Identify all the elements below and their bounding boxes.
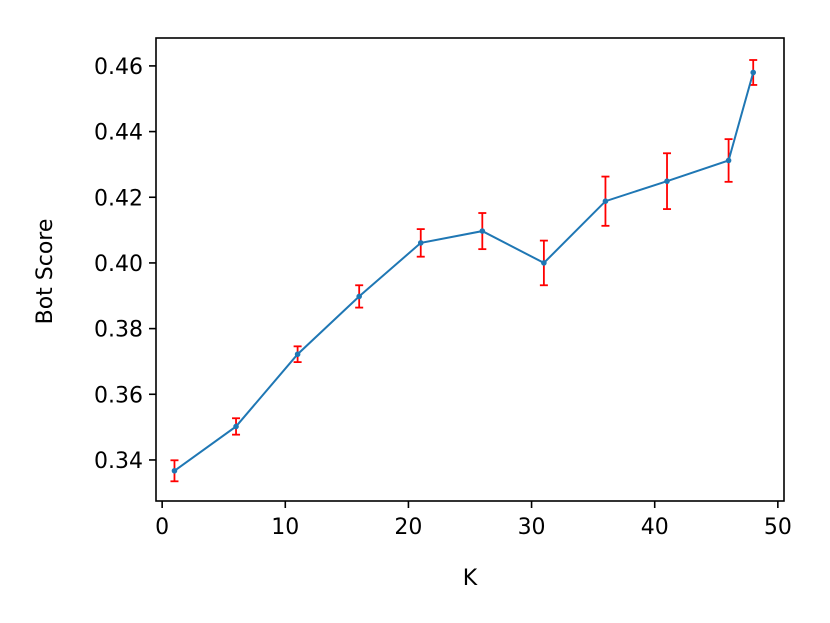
x-tick-label: 20 bbox=[394, 515, 422, 540]
data-point bbox=[664, 178, 670, 184]
y-tick-label: 0.40 bbox=[94, 252, 143, 277]
series bbox=[171, 69, 757, 474]
data-point bbox=[750, 69, 757, 76]
plot-frame bbox=[155, 37, 785, 502]
series-line bbox=[173, 72, 755, 472]
x-tick-label: 50 bbox=[764, 515, 792, 540]
error-bars bbox=[170, 59, 758, 483]
ticks: 0 10 20 30 40 50 0.34 0.36 0.38 0.40 0.42 0.44 0.46 bbox=[94, 55, 792, 540]
axes bbox=[155, 37, 785, 502]
x-tick-label: 30 bbox=[518, 515, 546, 540]
y-tick-label: 0.44 bbox=[94, 121, 143, 146]
y-axis-label: Bot Score bbox=[33, 219, 58, 325]
data-point bbox=[233, 423, 239, 430]
y-tick-label: 0.34 bbox=[94, 449, 143, 474]
x-tick-label: 0 bbox=[155, 515, 169, 540]
data-point bbox=[356, 293, 362, 300]
x-tick-label: 40 bbox=[641, 515, 669, 540]
data-point bbox=[294, 351, 301, 358]
data-point bbox=[541, 260, 547, 266]
y-tick-label: 0.36 bbox=[94, 383, 143, 408]
data-point bbox=[602, 198, 609, 204]
data-point bbox=[171, 467, 178, 474]
x-axis-label: K bbox=[463, 566, 478, 591]
x-tick-label: 10 bbox=[271, 515, 299, 540]
y-tick-label: 0.42 bbox=[94, 186, 143, 211]
data-point bbox=[417, 240, 424, 246]
data-point bbox=[725, 157, 732, 164]
y-tick-label: 0.46 bbox=[94, 55, 143, 80]
y-tick-label: 0.38 bbox=[94, 318, 143, 343]
data-point bbox=[479, 228, 486, 234]
